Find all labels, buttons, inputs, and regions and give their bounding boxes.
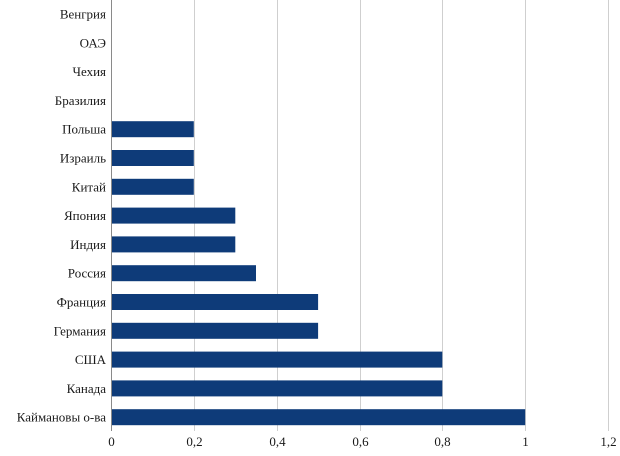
x-tick-label: 1,2 [600, 434, 616, 449]
category-label: Россия [68, 266, 106, 281]
category-label: Индия [70, 237, 106, 252]
category-label: Израиль [60, 151, 106, 166]
bar [111, 294, 319, 310]
category-label: Чехия [73, 64, 107, 79]
bar [111, 121, 194, 138]
x-tick-label: 0,4 [269, 434, 286, 449]
x-tick-label: 0 [108, 434, 115, 449]
bar [111, 322, 319, 339]
bar [111, 409, 526, 426]
category-label: Япония [64, 208, 106, 223]
category-label: США [75, 352, 107, 367]
bar [111, 207, 236, 224]
category-label: Франция [57, 295, 106, 310]
category-label: ОАЭ [80, 35, 107, 50]
category-label: Венгрия [60, 7, 106, 22]
bar [111, 380, 443, 397]
bar [111, 178, 194, 195]
category-label: Канада [67, 381, 107, 396]
category-label: Польша [62, 122, 106, 137]
bar [111, 236, 236, 253]
x-tick-label: 0,8 [434, 434, 450, 449]
category-label: Германия [54, 323, 106, 338]
category-label: Китай [72, 179, 106, 194]
category-labels: Венгрия ОАЭ Чехия Бразилия Польша Израиль Кита… [17, 7, 107, 425]
category-label: Бразилия [55, 93, 106, 108]
category-label: Каймановы о-ва [17, 410, 107, 425]
bar [111, 351, 443, 368]
x-tick-label: 0,6 [352, 434, 369, 449]
x-tick-labels: 0 0,2 0,4 0,6 0,8 1 1,2 [108, 434, 616, 449]
bars [111, 121, 526, 426]
x-tick-label: 1 [522, 434, 529, 449]
bar [111, 150, 194, 166]
x-tick-label: 0,2 [186, 434, 202, 449]
bar [111, 265, 256, 282]
